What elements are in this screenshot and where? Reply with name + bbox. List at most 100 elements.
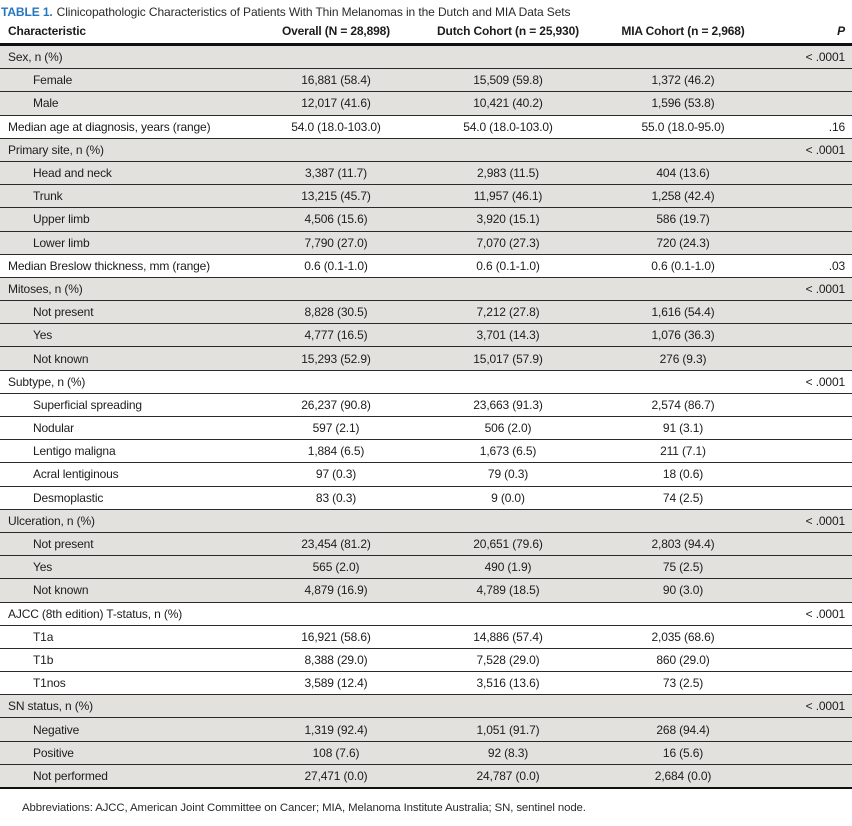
table-row: Subtype, n (%) < .0001: [0, 370, 852, 394]
mia-cohort-value-cell: 73 (2.5): [662, 676, 704, 691]
overall-value-cell: 97 (0.3): [315, 467, 357, 482]
characteristic-cell: Not known: [33, 351, 89, 366]
dutch-cohort-value-cell: 23,663 (91.3): [473, 397, 543, 412]
column-header-mia-cohort: MIA Cohort (n = 2,968): [621, 24, 745, 38]
dutch-cohort-value-cell: 14,886 (57.4): [473, 629, 543, 644]
table-row: Upper limb 4,506 (15.6) 3,920 (15.1) 586 (1…: [0, 208, 852, 232]
table-row: Negative 1,319 (92.4) 1,051 (91.7) 268 (94.…: [0, 718, 852, 742]
mia-cohort-value-cell: 276 (9.3): [659, 351, 707, 366]
table-row: Lower limb 7,790 (27.0) 7,070 (27.3) 720 (2…: [0, 231, 852, 255]
characteristic-cell: Nodular: [33, 421, 74, 436]
mia-cohort-value-cell: 268 (94.4): [656, 722, 710, 737]
p-value-cell: < .0001: [805, 281, 845, 296]
characteristic-cell: T1b: [33, 652, 54, 667]
characteristic-cell: Yes: [33, 560, 53, 575]
characteristic-cell: Primary site, n (%): [8, 142, 104, 157]
table-number-label: TABLE 1.: [1, 5, 53, 19]
characteristic-cell: Subtype, n (%): [8, 374, 86, 389]
characteristic-cell: Female: [33, 73, 73, 88]
dutch-cohort-value-cell: 506 (2.0): [484, 421, 532, 436]
column-header-characteristic: Characteristic: [8, 24, 86, 38]
table-row: Median Breslow thickness, mm (range) 0.6 …: [0, 254, 852, 278]
dutch-cohort-value-cell: 20,651 (79.6): [473, 537, 543, 552]
dutch-cohort-value-cell: 7,528 (29.0): [476, 652, 540, 667]
overall-value-cell: 54.0 (18.0-103.0): [291, 119, 381, 134]
p-value-cell: .16: [828, 119, 845, 134]
overall-value-cell: 26,237 (90.8): [301, 397, 371, 412]
overall-value-cell: 1,884 (6.5): [307, 444, 365, 459]
overall-value-cell: 3,589 (12.4): [304, 676, 368, 691]
mia-cohort-value-cell: 586 (19.7): [656, 212, 710, 227]
table-row: Acral lentiginous 97 (0.3) 79 (0.3) 18 (0.6…: [0, 463, 852, 487]
table-header-row: Characteristic Overall (N = 28,898) Dutc…: [0, 23, 852, 46]
overall-value-cell: 4,777 (16.5): [304, 328, 368, 343]
characteristic-cell: Not known: [33, 583, 89, 598]
overall-value-cell: 0.6 (0.1-1.0): [304, 258, 368, 273]
characteristic-cell: Not present: [33, 537, 94, 552]
table-title-text: Clinicopathologic Characteristics of Pat…: [56, 5, 571, 19]
table-row: Not known 15,293 (52.9) 15,017 (57.9) 276 (…: [0, 347, 852, 371]
characteristic-cell: Not performed: [33, 768, 108, 783]
characteristic-cell: Sex, n (%): [8, 50, 63, 65]
mia-cohort-value-cell: 1,076 (36.3): [651, 328, 715, 343]
characteristic-cell: Head and neck: [33, 166, 112, 181]
characteristic-cell: Male: [33, 96, 59, 111]
table-row: Not present 8,828 (30.5) 7,212 (27.8) 1,616…: [0, 301, 852, 325]
overall-value-cell: 4,506 (15.6): [304, 212, 368, 227]
table-row: Nodular 597 (2.1) 506 (2.0) 91 (3.1): [0, 417, 852, 441]
mia-cohort-value-cell: 1,258 (42.4): [651, 189, 715, 204]
table-row: Head and neck 3,387 (11.7) 2,983 (11.5) 404…: [0, 161, 852, 186]
table-row: Yes 565 (2.0) 490 (1.9) 75 (2.5): [0, 556, 852, 580]
dutch-cohort-value-cell: 4,789 (18.5): [476, 583, 540, 598]
mia-cohort-value-cell: 720 (24.3): [656, 235, 710, 250]
p-value-cell: < .0001: [805, 50, 845, 65]
dutch-cohort-value-cell: 15,017 (57.9): [473, 351, 543, 366]
table-row: Desmoplastic 83 (0.3) 9 (0.0) 74 (2.5): [0, 486, 852, 510]
column-header-p-value: P: [837, 24, 845, 38]
mia-cohort-value-cell: 16 (5.6): [662, 745, 704, 760]
dutch-cohort-value-cell: 3,701 (14.3): [476, 328, 540, 343]
overall-value-cell: 3,387 (11.7): [304, 166, 368, 181]
table-row: AJCC (8th edition) T-status, n (%) < .000…: [0, 602, 852, 626]
p-value-cell: < .0001: [805, 606, 845, 621]
dutch-cohort-value-cell: 0.6 (0.1-1.0): [476, 258, 540, 273]
mia-cohort-value-cell: 18 (0.6): [662, 467, 704, 482]
mia-cohort-value-cell: 2,803 (94.4): [651, 537, 715, 552]
table-row: Sex, n (%) < .0001: [0, 46, 852, 70]
mia-cohort-value-cell: 1,616 (54.4): [651, 305, 715, 320]
characteristic-cell: Upper limb: [33, 212, 90, 227]
characteristic-cell: Acral lentiginous: [33, 467, 119, 482]
characteristic-cell: Ulceration, n (%): [8, 513, 95, 528]
characteristic-cell: Positive: [33, 745, 74, 760]
characteristic-cell: Lentigo maligna: [33, 444, 116, 459]
table-row: Not performed 27,471 (0.0) 24,787 (0.0) 2,6…: [0, 764, 852, 787]
overall-value-cell: 83 (0.3): [315, 490, 357, 505]
dutch-cohort-value-cell: 490 (1.9): [484, 560, 532, 575]
overall-value-cell: 16,881 (58.4): [301, 73, 371, 88]
characteristic-cell: Not present: [33, 305, 94, 320]
dutch-cohort-value-cell: 9 (0.0): [491, 490, 525, 505]
table-row: T1b 8,388 (29.0) 7,528 (29.0) 860 (29.0): [0, 648, 852, 673]
table-title: TABLE 1. Clinicopathologic Characteristic…: [0, 0, 852, 23]
mia-cohort-value-cell: 2,684 (0.0): [654, 768, 712, 783]
overall-value-cell: 12,017 (41.6): [301, 96, 371, 111]
table-row: Primary site, n (%) < .0001: [0, 138, 852, 162]
characteristic-cell: Median age at diagnosis, years (range): [8, 119, 211, 134]
overall-value-cell: 27,471 (0.0): [304, 768, 368, 783]
characteristic-cell: Yes: [33, 328, 53, 343]
dutch-cohort-value-cell: 3,516 (13.6): [476, 676, 540, 691]
table-row: Male 12,017 (41.6) 10,421 (40.2) 1,596 (53.…: [0, 92, 852, 116]
column-header-overall: Overall (N = 28,898): [281, 24, 391, 38]
table-row: Ulceration, n (%) < .0001: [0, 509, 852, 533]
table-row: T1a 16,921 (58.6) 14,886 (57.4) 2,035 (68.6…: [0, 625, 852, 649]
dutch-cohort-value-cell: 24,787 (0.0): [476, 768, 540, 783]
mia-cohort-value-cell: 1,372 (46.2): [651, 73, 715, 88]
table-row: Mitoses, n (%) < .0001: [0, 277, 852, 302]
mia-cohort-value-cell: 0.6 (0.1-1.0): [651, 258, 715, 273]
dutch-cohort-value-cell: 1,673 (6.5): [479, 444, 537, 459]
characteristic-cell: Trunk: [33, 189, 63, 204]
table-row: T1nos 3,589 (12.4) 3,516 (13.6) 73 (2.5): [0, 672, 852, 696]
characteristic-cell: Desmoplastic: [33, 490, 104, 505]
mia-cohort-value-cell: 2,574 (86.7): [651, 397, 715, 412]
overall-value-cell: 4,879 (16.9): [304, 583, 368, 598]
